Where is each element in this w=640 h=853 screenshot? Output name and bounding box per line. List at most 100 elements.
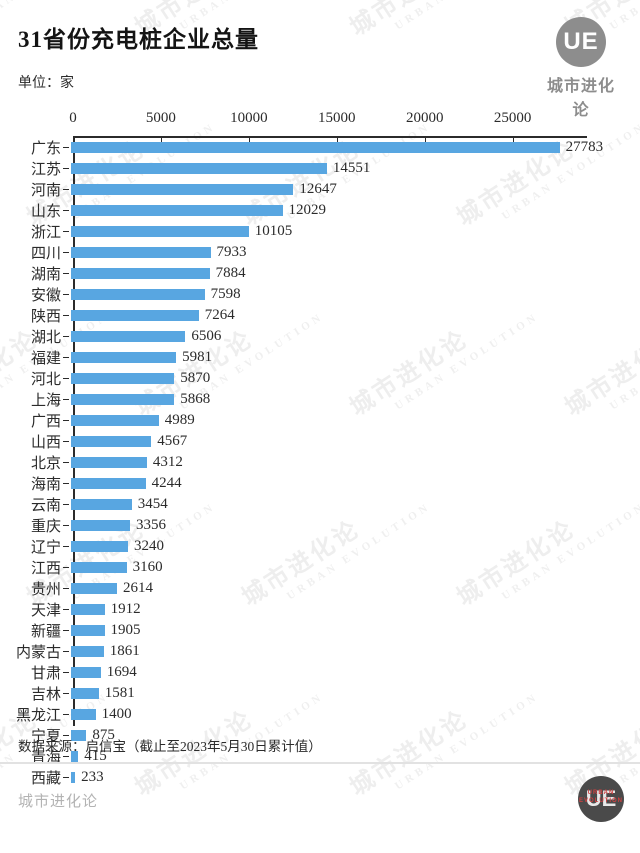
bar	[71, 289, 205, 300]
x-tick-mark	[248, 137, 251, 142]
value-label: 3454	[137, 496, 168, 512]
value-label: 2614	[122, 580, 153, 596]
ue-logo-text: UE	[563, 28, 599, 55]
province-label: 北京	[30, 456, 61, 472]
y-tick-mark	[63, 167, 69, 170]
y-tick-mark	[63, 356, 69, 359]
value-label: 1861	[109, 643, 140, 659]
value-label: 1694	[106, 664, 137, 680]
bar-row: 吉林 1581	[0, 683, 640, 704]
province-label: 山东	[30, 204, 61, 220]
value-label: 4989	[164, 412, 195, 428]
page-title: 31省份充电桩企业总量	[18, 27, 259, 52]
x-tick-label: 20000	[405, 110, 444, 126]
bar	[71, 457, 147, 468]
bar-row: 上海 5868	[0, 389, 640, 410]
x-tick-mark	[512, 137, 515, 142]
province-label: 贵州	[30, 582, 61, 598]
bar	[71, 751, 79, 762]
footer-divider	[0, 762, 640, 764]
bar	[71, 352, 177, 363]
province-label: 新疆	[30, 624, 61, 640]
y-tick-mark	[63, 608, 69, 611]
bar	[71, 310, 199, 321]
value-label: 4312	[152, 454, 183, 470]
value-label: 233	[81, 769, 104, 785]
unit-label: 单位：家	[18, 76, 74, 91]
province-label: 河北	[30, 372, 61, 388]
value-label: 3160	[132, 559, 163, 575]
bar-row: 四川 7933	[0, 242, 640, 263]
bar-rows: 广东 27783 江苏 14551 河南 12647 山东 12029 浙江 10105 四川 793…	[0, 137, 640, 787]
bar-row: 贵州 2614	[0, 578, 640, 599]
value-label: 4567	[157, 433, 188, 449]
bar-row: 北京 4312	[0, 452, 640, 473]
bar-chart: 0 5000 10000 15000 20000 25000 广东 27783 江苏 14551…	[0, 104, 640, 787]
bar	[71, 478, 146, 489]
bar	[71, 499, 132, 510]
bar	[71, 583, 117, 594]
bar	[71, 415, 159, 426]
data-source-note: 数据来源：启信宝（截止至2023年5月30日累计值）	[18, 739, 322, 754]
value-label: 875	[92, 727, 115, 743]
province-label: 江西	[30, 561, 61, 577]
value-label: 5868	[180, 391, 211, 407]
bar-row: 河北 5870	[0, 368, 640, 389]
province-label: 湖南	[30, 267, 61, 283]
value-label: 10105	[254, 223, 293, 239]
province-label: 吉林	[30, 687, 61, 703]
value-label: 6506	[191, 328, 222, 344]
bar	[71, 373, 175, 384]
bar-row: 江苏 14551	[0, 158, 640, 179]
x-tick-label: 10000	[230, 110, 268, 126]
bar	[71, 184, 294, 195]
bar	[71, 394, 175, 405]
ue-logo-text-bottom: UE	[585, 786, 617, 811]
brand-name: 城市进化论	[546, 78, 615, 119]
province-label: 云南	[30, 498, 61, 514]
province-label: 四川	[30, 246, 61, 262]
x-tick-label: 0	[69, 110, 77, 126]
bar-row: 黑龙江 1400	[0, 704, 640, 725]
bar-row: 山西 4567	[0, 431, 640, 452]
province-label: 山西	[30, 435, 61, 451]
y-tick-mark	[63, 545, 69, 548]
x-tick-mark	[160, 137, 163, 142]
x-tick-mark	[336, 137, 339, 142]
x-tick-label: 5000	[145, 110, 176, 126]
value-label: 3356	[136, 517, 167, 533]
evolution-label: EVOLUTION	[578, 798, 623, 805]
y-tick-mark	[63, 398, 69, 401]
bar-row: 内蒙古 1861	[0, 641, 640, 662]
y-tick-mark	[63, 629, 69, 632]
province-label: 安徽	[30, 288, 61, 304]
urban-label: URBAN	[587, 790, 615, 796]
y-tick-mark	[63, 230, 69, 233]
y-tick-mark	[63, 377, 69, 380]
bar-row: 山东 12029	[0, 200, 640, 221]
bar	[71, 436, 152, 447]
urban-evolution-label: URBAN EVOLUTION	[578, 789, 624, 806]
bar-row: 西藏 233	[0, 767, 640, 788]
province-label: 广西	[30, 414, 61, 430]
province-label: 重庆	[30, 519, 61, 535]
y-tick-mark	[63, 566, 69, 569]
value-label: 415	[84, 748, 107, 764]
value-label: 7264	[204, 307, 235, 323]
x-axis-line	[73, 136, 587, 138]
bar	[71, 142, 560, 153]
province-label: 天津	[30, 603, 61, 619]
value-label: 7598	[210, 286, 241, 302]
bar	[71, 730, 87, 741]
bar	[71, 520, 131, 531]
y-tick-mark	[63, 671, 69, 674]
province-label: 黑龙江	[15, 708, 61, 724]
bar-row: 海南 4244	[0, 473, 640, 494]
bar-row: 湖南 7884	[0, 263, 640, 284]
province-label: 河南	[30, 183, 61, 199]
value-label: 7933	[216, 244, 247, 260]
province-label: 福建	[30, 351, 61, 367]
bar	[71, 163, 327, 174]
y-axis-line	[73, 136, 75, 726]
y-tick-mark	[63, 209, 69, 212]
